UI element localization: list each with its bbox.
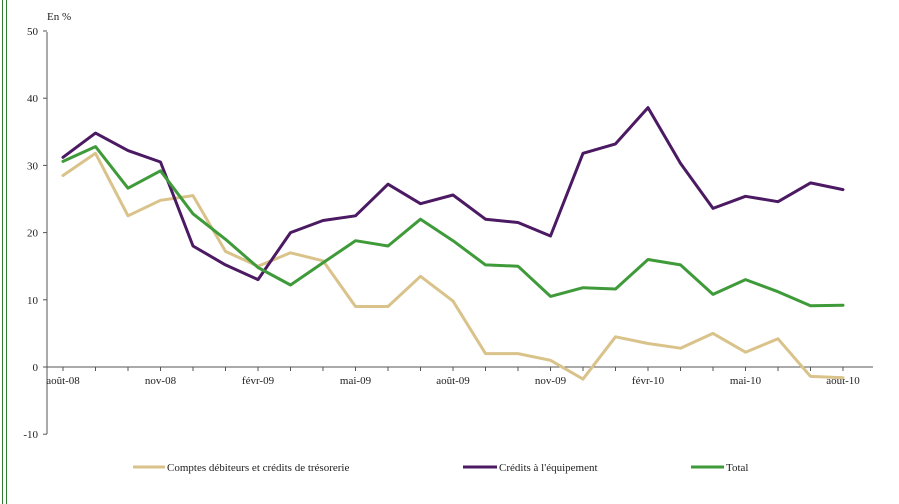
x-tick-label: nov-08	[145, 375, 177, 387]
frame-border-left-inner	[6, 0, 7, 504]
x-tick-label: août-08	[46, 375, 80, 387]
x-tick-label: août-09	[436, 375, 470, 387]
y-tick-label: -10	[23, 429, 38, 441]
y-tick-label: 10	[27, 295, 39, 307]
x-tick-label: nov-09	[535, 375, 567, 387]
legend: Comptes débiteurs et crédits de trésorer…	[133, 462, 748, 474]
x-tick-label: mai-09	[340, 375, 372, 387]
series-lines	[61, 106, 845, 381]
unit-label: En %	[47, 11, 71, 23]
y-tick-label: 0	[33, 362, 39, 374]
frame-border-left-outer	[2, 0, 3, 504]
x-tick-label: févr-09	[242, 375, 275, 387]
y-tick-label: 20	[27, 228, 39, 240]
y-tick-label: 50	[27, 26, 39, 38]
series-line-3	[61, 145, 845, 308]
legend-label-1: Comptes débiteurs et crédits de trésorer…	[167, 462, 349, 474]
legend-label-3: Total	[726, 462, 748, 474]
x-tick-label: févr-10	[632, 375, 665, 387]
y-tick-label: 30	[27, 160, 39, 172]
x-tick-label: mai-10	[730, 375, 762, 387]
series-line-2	[61, 106, 845, 282]
legend-label-2: Crédits à l'équipement	[499, 462, 598, 474]
axes: -10 0 10 20 30 40 50 août-08 nov-08 févr-09 mai-09…	[23, 26, 873, 441]
y-tick-label: 40	[27, 93, 39, 105]
series-line-1	[61, 151, 845, 381]
